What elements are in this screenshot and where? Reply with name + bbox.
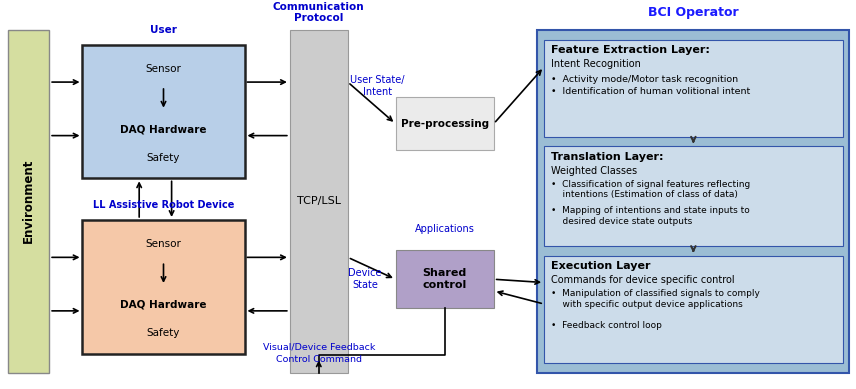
Bar <box>290 30 348 373</box>
Text: Sensor: Sensor <box>146 239 181 249</box>
Text: Execution Layer: Execution Layer <box>551 261 651 271</box>
Text: •  Feedback control loop: • Feedback control loop <box>551 321 662 330</box>
Text: Pre-processing: Pre-processing <box>401 119 489 129</box>
Text: •  Manipulation of classified signals to comply
    with specific output device : • Manipulation of classified signals to … <box>551 289 760 309</box>
Text: Sensor: Sensor <box>146 64 181 74</box>
Text: Control Command: Control Command <box>276 355 362 364</box>
Text: LL Assistive Robot Device: LL Assistive Robot Device <box>92 200 235 210</box>
Text: Shared
control: Shared control <box>423 268 467 290</box>
Text: BCI Operator: BCI Operator <box>648 6 738 19</box>
Text: Translation Layer:: Translation Layer: <box>551 152 663 162</box>
Text: User: User <box>150 25 177 35</box>
Text: Intent: Intent <box>363 87 392 97</box>
Text: Environment: Environment <box>22 159 35 243</box>
Text: •  Classification of signal features reflecting
    intentions (Estimation of cl: • Classification of signal features refl… <box>551 180 750 200</box>
Text: Device
State: Device State <box>348 268 382 290</box>
Text: •  Mapping of intentions and state inputs to
    desired device state outputs: • Mapping of intentions and state inputs… <box>551 207 750 226</box>
Text: DAQ Hardware: DAQ Hardware <box>120 300 207 310</box>
Text: DAQ Hardware: DAQ Hardware <box>120 124 207 135</box>
Bar <box>395 97 494 150</box>
Text: Safety: Safety <box>147 153 181 163</box>
Text: Applications: Applications <box>414 224 474 234</box>
Bar <box>544 256 842 363</box>
Text: Visual/Device Feedback: Visual/Device Feedback <box>263 343 375 352</box>
Bar <box>82 45 245 179</box>
Text: User State/: User State/ <box>350 75 405 86</box>
Text: Intent Recognition: Intent Recognition <box>551 59 641 69</box>
Text: Commands for device specific control: Commands for device specific control <box>551 275 734 285</box>
Bar <box>544 40 842 137</box>
Bar <box>544 146 842 246</box>
Text: Safety: Safety <box>147 328 181 338</box>
Text: Weighted Classes: Weighted Classes <box>551 166 637 176</box>
Bar <box>538 30 848 373</box>
Text: Communication
Protocol: Communication Protocol <box>273 2 365 23</box>
Text: •  Identification of human volitional intent: • Identification of human volitional int… <box>551 87 750 96</box>
Text: Feature Extraction Layer:: Feature Extraction Layer: <box>551 45 710 55</box>
Bar <box>9 30 49 373</box>
Text: TCP/LSL: TCP/LSL <box>297 196 341 206</box>
Bar <box>395 250 494 308</box>
Text: •  Activity mode/Motor task recognition: • Activity mode/Motor task recognition <box>551 75 738 84</box>
Bar <box>82 220 245 354</box>
